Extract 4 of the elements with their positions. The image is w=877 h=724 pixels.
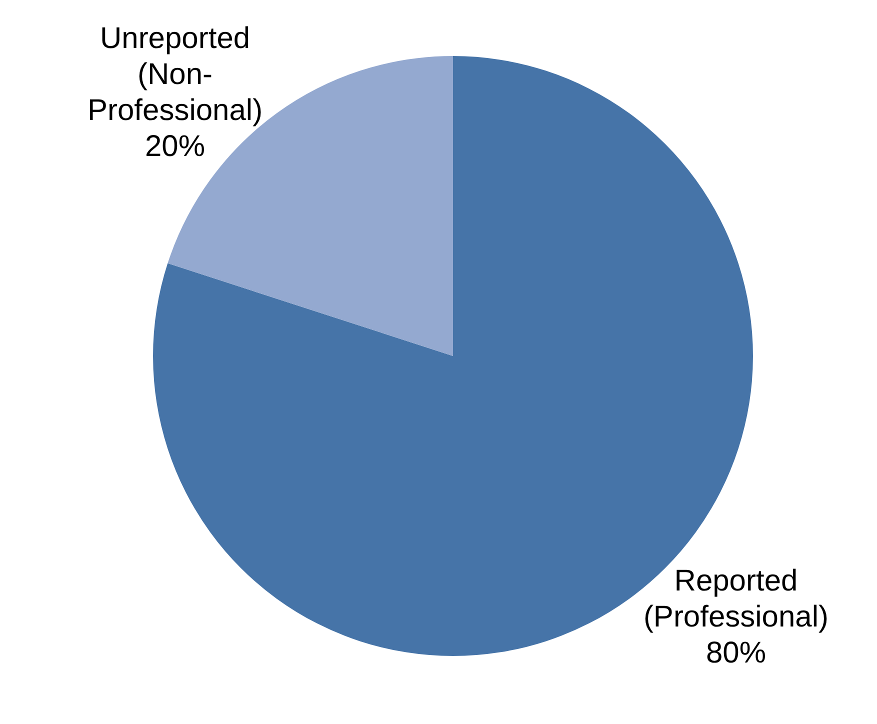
slice-label: Reported (Professional) (643, 564, 829, 634)
data-label: 80% (706, 636, 766, 670)
data-label: 20% (144, 130, 206, 164)
slice-label: Unreported (Non-Professional) (87, 22, 263, 128)
